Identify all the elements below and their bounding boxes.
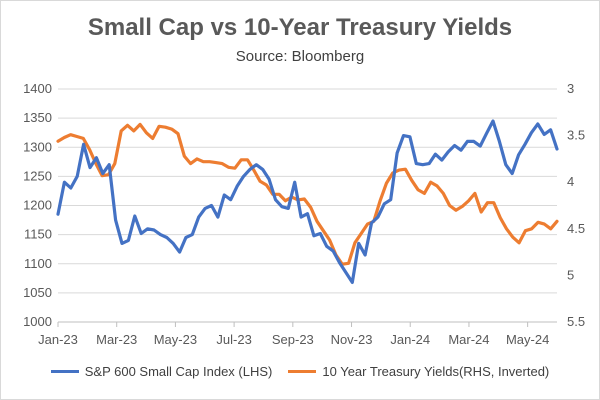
x-tick-label: Mar-24 <box>448 332 489 347</box>
chart-title: Small Cap vs 10-Year Treasury Yields <box>87 14 513 41</box>
series-line-small-cap <box>56 119 559 284</box>
left-tick-label: 1000 <box>23 314 52 329</box>
series-line-treasury <box>56 122 559 266</box>
x-tick-label: Jul-23 <box>216 332 251 347</box>
left-axis-ticks: 1000 1050 1100 1150 1200 1250 1300 1350 1400 <box>23 81 52 329</box>
left-tick-label: 1100 <box>24 256 52 271</box>
left-tick-label: 1250 <box>23 168 52 183</box>
x-tick-label: Sep-23 <box>272 332 314 347</box>
x-tick-label: May-24 <box>506 332 549 347</box>
left-tick-label: 1300 <box>23 139 52 154</box>
left-tick-label: 1050 <box>23 285 52 300</box>
left-tick-label: 1350 <box>23 110 52 125</box>
right-tick-label: 4 <box>567 174 574 189</box>
left-tick-label: 1150 <box>24 227 52 242</box>
right-tick-label: 3 <box>567 81 574 96</box>
legend-swatch-blue <box>50 370 79 373</box>
x-tick-label: May-23 <box>154 332 197 347</box>
legend-item-small-cap: S&P 600 Small Cap Index (LHS) <box>50 364 273 379</box>
x-tick-label: Jan-24 <box>390 332 430 347</box>
series-lines <box>56 119 559 284</box>
left-tick-label: 1200 <box>23 198 52 213</box>
right-tick-label: 4.5 <box>567 221 585 236</box>
left-tick-label: 1400 <box>23 81 52 96</box>
legend-label-treasury: 10 Year Treasury Yields(RHS, Inverted) <box>322 364 550 379</box>
x-tick-label: Mar-23 <box>96 332 137 347</box>
right-axis-ticks: 3 3.5 4 4.5 5 5.5 <box>567 81 585 329</box>
right-tick-label: 5.5 <box>567 314 585 329</box>
x-axis-ticks: Jan-23 Mar-23 May-23 Jul-23 Sep-23 Nov-23 Jan-… <box>38 322 549 347</box>
x-tick-label: Jan-23 <box>38 332 78 347</box>
legend-label-small-cap: S&P 600 Small Cap Index (LHS) <box>84 364 273 379</box>
legend-item-treasury: 10 Year Treasury Yields(RHS, Inverted) <box>288 364 549 379</box>
right-tick-label: 5 <box>567 267 574 282</box>
x-tick-label: Nov-23 <box>331 332 373 347</box>
legend-swatch-orange <box>288 370 317 373</box>
right-tick-label: 3.5 <box>567 128 585 143</box>
legend: S&P 600 Small Cap Index (LHS) 10 Year Tr… <box>0 364 600 379</box>
chart-subtitle: Source: Bloomberg <box>235 48 365 65</box>
